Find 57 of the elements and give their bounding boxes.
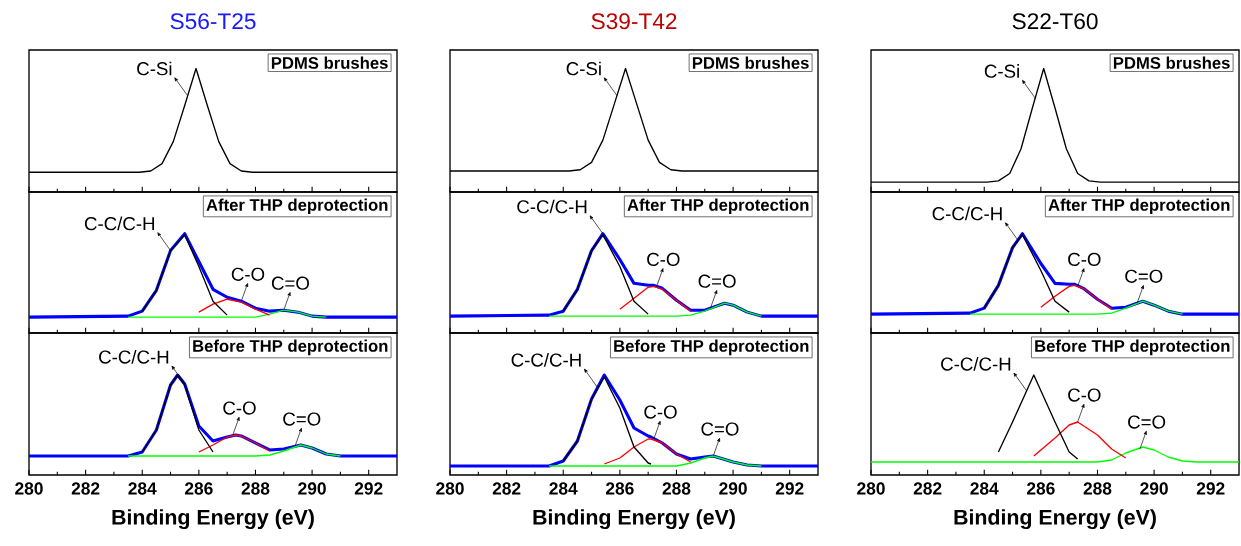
- x-tick-label: 292: [1196, 482, 1225, 495]
- text: Before THP deprotection: [614, 339, 809, 356]
- x-tick-label: 286: [185, 482, 213, 495]
- annotation: C-O: [223, 401, 256, 415]
- annotation: C-C/C-H: [99, 349, 169, 364]
- chart-title: S39-T42: [591, 13, 677, 30]
- annotation: C-Si: [984, 64, 1019, 78]
- annotation: C-C/C-H: [84, 216, 155, 231]
- annotation: C-C/C-H: [932, 206, 1002, 221]
- annotation: C-C/C-H: [517, 199, 587, 214]
- text: Before THP deprotection: [193, 339, 388, 356]
- x-tick-label: 290: [1140, 482, 1168, 495]
- x-tick-label: 288: [1083, 482, 1112, 495]
- annotation: C-Si: [137, 61, 172, 76]
- x-tick-label: 290: [719, 482, 747, 495]
- text: After THP deprotection: [627, 198, 809, 215]
- x-tick-label: 286: [606, 482, 634, 495]
- text: After THP deprotection: [206, 198, 388, 215]
- annotation: PDMS brushes: [271, 56, 388, 69]
- annotation: PDMS brushes: [1113, 56, 1230, 69]
- x-axis-title: Binding Energy (eV): [954, 509, 1156, 530]
- x-tick-label: 284: [128, 482, 157, 495]
- annotation: C-O: [644, 405, 677, 419]
- annotation: PDMS brushes: [692, 56, 809, 69]
- x-tick-label: 292: [354, 482, 383, 495]
- x-tick-label: 280: [436, 482, 464, 495]
- x-tick-label: 284: [549, 482, 578, 495]
- text: Before THP deprotection: [1035, 339, 1230, 356]
- annotation: C=O: [698, 274, 736, 288]
- x-tick-label: 288: [662, 482, 691, 495]
- annotation: C-O: [1068, 388, 1101, 402]
- x-axis-title: Binding Energy (eV): [112, 509, 314, 530]
- annotation: C-Si: [566, 61, 601, 76]
- x-axis-title: Binding Energy (eV): [533, 509, 735, 530]
- x-tick-label: 282: [71, 482, 100, 495]
- annotation: C=O: [1125, 269, 1163, 283]
- x-tick-label: 290: [298, 482, 326, 495]
- x-tick-label: 282: [492, 482, 521, 495]
- annotation: C-O: [231, 267, 265, 281]
- annotation: C=O: [1128, 415, 1166, 429]
- annotation: C-C/C-H: [511, 352, 581, 367]
- chart-title: S56-T25: [170, 13, 256, 30]
- text: After THP deprotection: [1048, 198, 1230, 215]
- x-tick-label: 282: [913, 482, 942, 495]
- x-tick-label: 292: [775, 482, 804, 495]
- x-tick-label: 280: [857, 482, 885, 495]
- annotation: C-O: [1068, 252, 1101, 266]
- x-tick-label: 286: [1027, 482, 1055, 495]
- x-tick-label: 284: [970, 482, 999, 495]
- annotation: C-O: [647, 252, 680, 266]
- annotation: C-C/C-H: [941, 356, 1011, 371]
- x-tick-label: 280: [15, 482, 43, 495]
- annotation: C=O: [283, 412, 321, 426]
- annotation: C=O: [701, 422, 739, 436]
- x-tick-label: 288: [241, 482, 270, 495]
- annotation: C=O: [271, 276, 309, 290]
- chart-title: S22-T60: [1012, 13, 1098, 30]
